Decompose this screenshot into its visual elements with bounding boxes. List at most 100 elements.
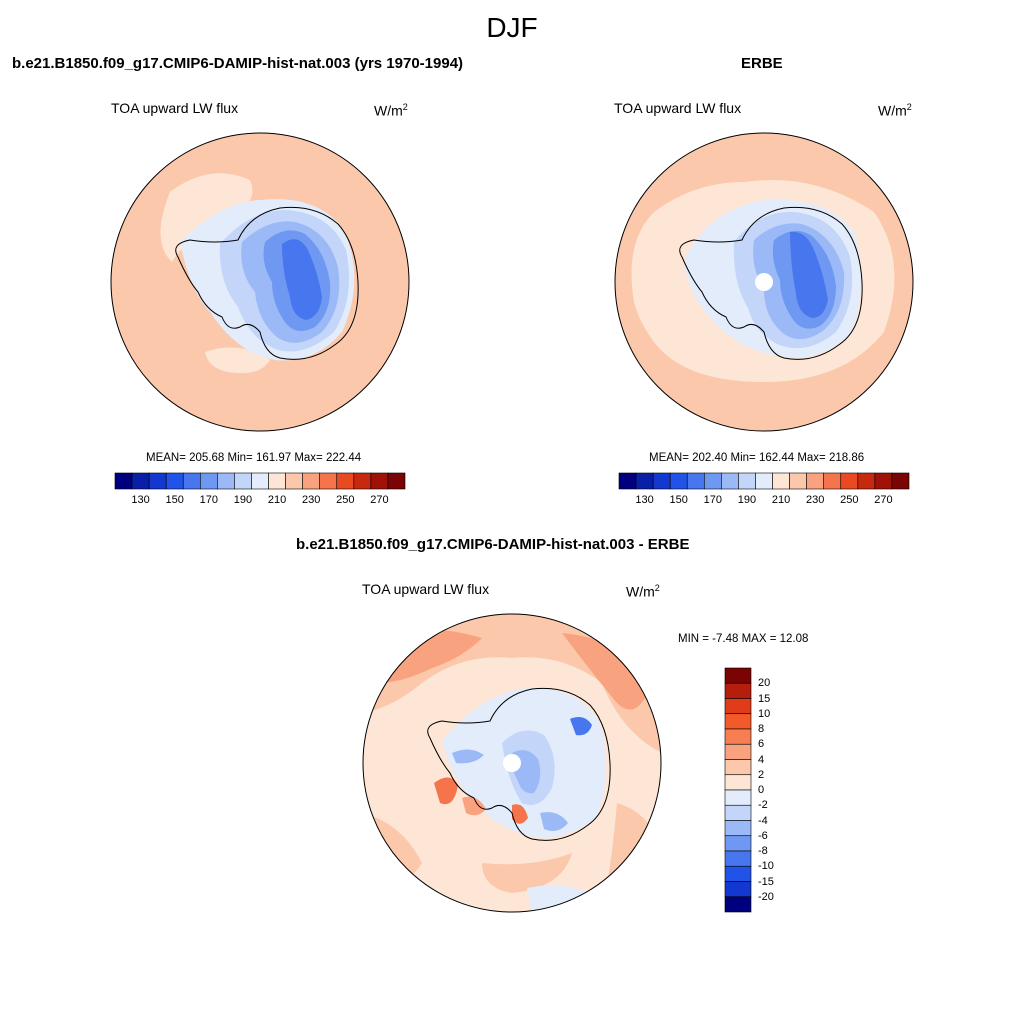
colorbar-tick-label: 2 — [758, 768, 765, 781]
colorbar-tick-label: 210 — [771, 494, 791, 506]
diff-colorbar-labels: 20 15 10 8 6 4 2 0 -2 -4 -6 -8 -10 -15 -20 — [758, 668, 798, 912]
model-colorbar — [114, 472, 406, 490]
model-units-label: W/m2 — [374, 102, 408, 119]
diff-panel-title: b.e21.B1850.f09_g17.CMIP6-DAMIP-hist-nat… — [296, 536, 690, 553]
colorbar-swatch — [285, 472, 303, 490]
colorbar-swatch — [724, 774, 752, 791]
colorbar-swatch — [353, 472, 372, 490]
colorbar-swatch — [724, 743, 752, 760]
colorbar-swatch — [686, 472, 705, 490]
colorbar-swatch — [724, 865, 752, 882]
colorbar-tick-label: 190 — [737, 494, 757, 506]
colorbar-swatch — [891, 472, 910, 490]
colorbar-tick-label: 130 — [635, 494, 654, 506]
colorbar-tick-label: 6 — [758, 738, 765, 751]
colorbar-swatch — [772, 472, 790, 490]
diff-variable-label: TOA upward LW flux — [362, 581, 490, 597]
colorbar-swatch — [652, 472, 671, 490]
colorbar-swatch — [165, 472, 184, 490]
model-variable-label: TOA upward LW flux — [111, 100, 239, 116]
colorbar-tick-label: 130 — [131, 494, 150, 506]
colorbar-swatch — [724, 835, 752, 852]
obs-polar-map — [614, 132, 914, 432]
colorbar-swatch — [148, 472, 167, 490]
colorbar-swatch — [336, 472, 355, 490]
coastline — [427, 687, 611, 841]
colorbar-tick-label: 250 — [840, 494, 859, 506]
colorbar-tick-label: -8 — [758, 845, 768, 857]
colorbar-swatch — [387, 472, 406, 490]
colorbar-tick-label: -6 — [758, 829, 768, 842]
colorbar-tick-label: 0 — [758, 784, 765, 796]
model-polar-map — [110, 132, 410, 432]
colorbar-swatch — [635, 472, 654, 490]
colorbar-swatch — [114, 472, 133, 490]
obs-stats: MEAN= 202.40 Min= 162.44 Max= 218.86 — [649, 452, 865, 464]
colorbar-tick-label: 150 — [165, 494, 184, 506]
coastline — [679, 206, 863, 360]
colorbar-swatch — [724, 820, 752, 837]
colorbar-swatch — [738, 472, 756, 490]
obs-colorbar — [618, 472, 910, 490]
colorbar-swatch — [182, 472, 201, 490]
colorbar-tick-label: 10 — [758, 707, 771, 720]
colorbar-tick-label: -20 — [758, 890, 774, 903]
colorbar-swatch — [724, 896, 752, 913]
obs-variable-label: TOA upward LW flux — [614, 100, 742, 116]
colorbar-swatch — [724, 881, 752, 898]
figure-title: DJF — [486, 12, 538, 43]
colorbar-swatch — [251, 472, 269, 490]
colorbar-swatch — [302, 472, 321, 490]
colorbar-tick-label: 15 — [758, 692, 771, 705]
colorbar-tick-label: 8 — [758, 723, 765, 735]
colorbar-swatch — [724, 667, 752, 684]
colorbar-tick-label: -4 — [758, 814, 768, 827]
colorbar-swatch — [724, 698, 752, 715]
colorbar-swatch — [703, 472, 722, 490]
colorbar-swatch — [370, 472, 389, 490]
colorbar-swatch — [131, 472, 150, 490]
colorbar-swatch — [840, 472, 859, 490]
colorbar-tick-label: 210 — [267, 494, 287, 506]
colorbar-swatch — [724, 789, 752, 806]
colorbar-swatch — [234, 472, 252, 490]
colorbar-swatch — [669, 472, 688, 490]
model-stats: MEAN= 205.68 Min= 161.97 Max= 222.44 — [146, 452, 362, 464]
colorbar-tick-label: 4 — [758, 753, 765, 766]
colorbar-swatch — [724, 759, 752, 776]
colorbar-swatch — [789, 472, 807, 490]
colorbar-tick-label: 270 — [874, 494, 893, 506]
colorbar-tick-label: 250 — [336, 494, 355, 506]
colorbar-tick-label: 170 — [703, 494, 722, 506]
colorbar-swatch — [724, 850, 752, 867]
colorbar-swatch — [724, 713, 752, 730]
colorbar-tick-label: -10 — [758, 860, 774, 873]
colorbar-swatch — [724, 682, 752, 699]
colorbar-swatch — [217, 472, 235, 490]
colorbar-tick-label: -15 — [758, 875, 774, 888]
colorbar-swatch — [319, 472, 338, 490]
colorbar-tick-label: 170 — [199, 494, 218, 506]
colorbar-tick-label: 150 — [669, 494, 688, 506]
colorbar-swatch — [857, 472, 876, 490]
colorbar-swatch — [268, 472, 286, 490]
diff-units-label: W/m2 — [626, 583, 660, 600]
colorbar-tick-label: 270 — [370, 494, 389, 506]
obs-colorbar-labels: 130 150 170 190 210 230 250 270 — [619, 494, 909, 508]
colorbar-swatch — [823, 472, 842, 490]
colorbar-tick-label: 230 — [805, 494, 825, 506]
colorbar-swatch — [721, 472, 739, 490]
colorbar-tick-label: 190 — [233, 494, 253, 506]
diff-polar-map — [362, 613, 662, 913]
model-panel-title: b.e21.B1850.f09_g17.CMIP6-DAMIP-hist-nat… — [12, 55, 464, 72]
colorbar-swatch — [806, 472, 825, 490]
colorbar-tick-label: 20 — [758, 677, 771, 690]
colorbar-swatch — [199, 472, 218, 490]
colorbar-tick-label: 230 — [301, 494, 321, 506]
obs-units-label: W/m2 — [878, 102, 912, 119]
diff-stats: MIN = -7.48 MAX = 12.08 — [678, 633, 809, 645]
diff-colorbar — [724, 667, 752, 913]
colorbar-swatch — [755, 472, 773, 490]
colorbar-swatch — [874, 472, 893, 490]
model-colorbar-labels: 130 150 170 190 210 230 250 270 — [115, 494, 405, 508]
